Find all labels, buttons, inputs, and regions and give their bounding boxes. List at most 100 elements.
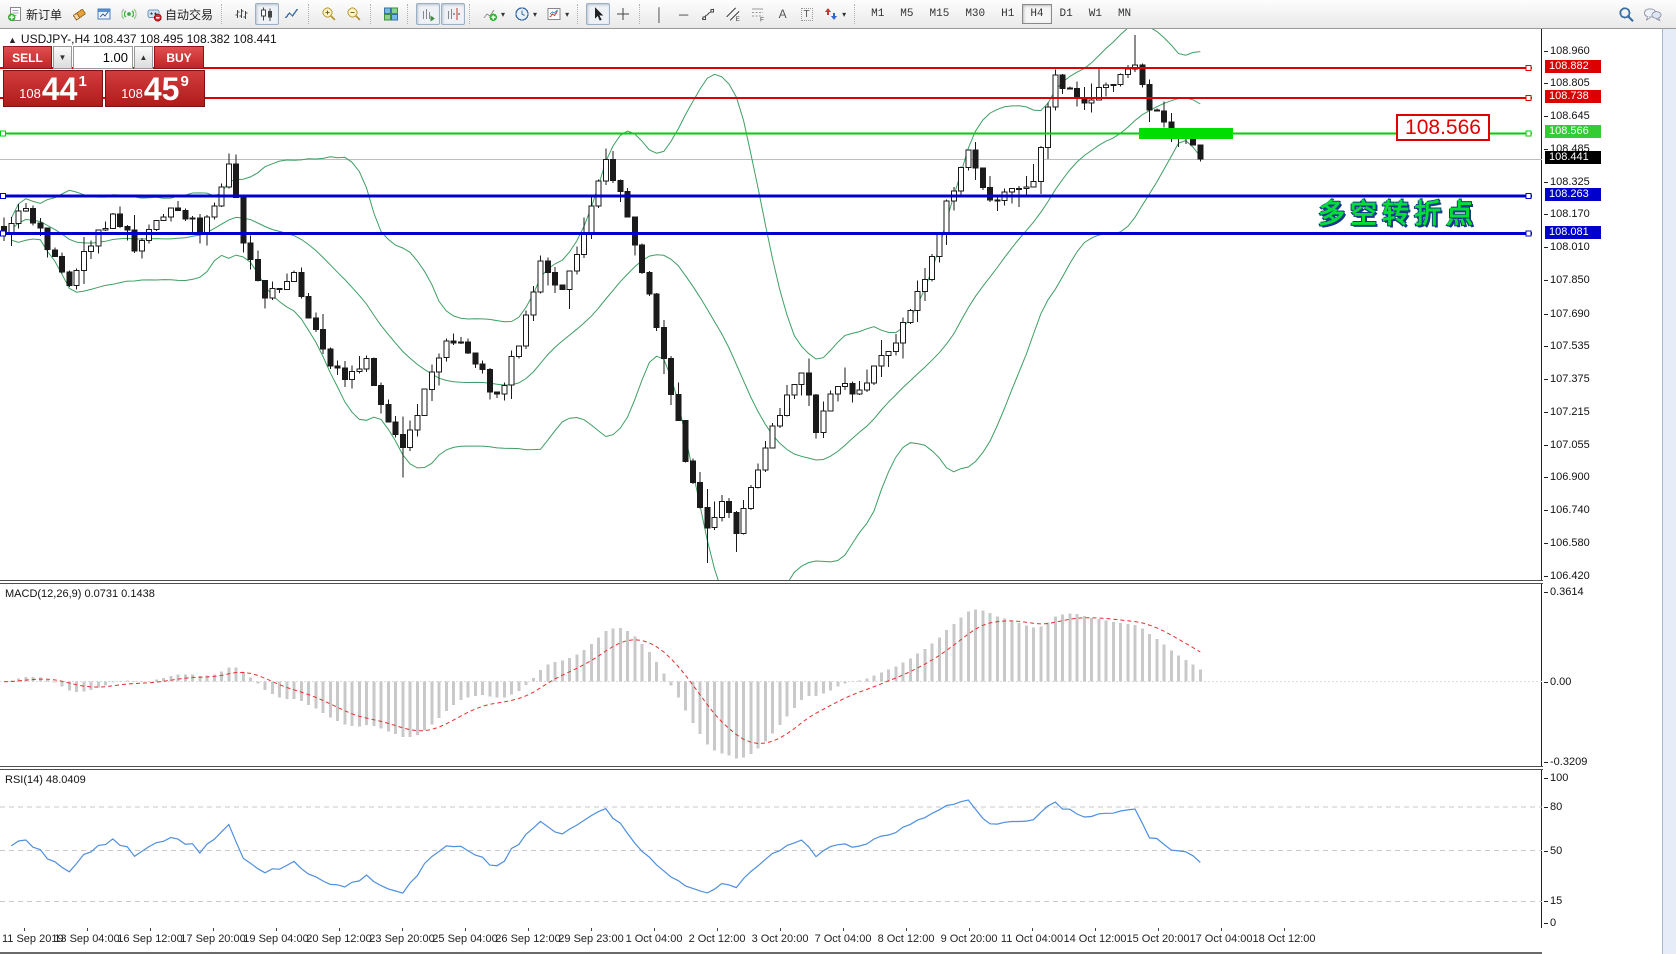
zoom-out-button[interactable] (342, 3, 366, 25)
fibonacci-icon: F (750, 6, 766, 22)
fibonacci-button[interactable]: F (746, 3, 770, 25)
chart-window-button[interactable] (92, 3, 116, 25)
crosshair-button[interactable] (611, 3, 635, 25)
panel-separator[interactable] (0, 580, 1676, 584)
price-badge: 108.882 (1545, 60, 1601, 74)
time-tick (213, 928, 214, 931)
time-axis[interactable]: 11 Sep 2019 13 Sep 04:00 16 Sep 12:00 17 Se… (0, 928, 1542, 954)
candlestick-button[interactable] (255, 3, 280, 25)
auto-scroll-button[interactable] (416, 3, 441, 25)
signals-button[interactable] (117, 3, 141, 25)
sell-price-big: 44 (41, 71, 78, 108)
text-button[interactable]: A (771, 3, 794, 25)
tile-windows-button[interactable] (379, 3, 403, 25)
cursor-button[interactable] (586, 3, 611, 25)
sell-button[interactable]: SELL (3, 46, 52, 69)
horizontal-line-icon: ─ (678, 6, 689, 22)
time-label: 23 Sep 20:00 (369, 933, 435, 945)
rsi-tick-label: 80 (1543, 801, 1563, 813)
toolbar-separator (308, 4, 313, 24)
rsi-label: RSI(14) 48.0409 (5, 774, 86, 786)
collapse-arrow-icon[interactable]: ▲ (8, 35, 17, 45)
price-tick-label: 106.900 (1544, 470, 1590, 483)
time-label: 15 Oct 20:00 (1126, 933, 1190, 945)
price-axis[interactable]: 108.960 108.805 108.645 108.485 108.325 108.1… (1543, 28, 1662, 954)
zoom-in-icon (321, 6, 337, 22)
buy-price-display[interactable]: 108 45 9 (105, 70, 205, 107)
new-order-label: 新订单 (26, 7, 63, 22)
main-chart-canvas[interactable] (0, 29, 1542, 580)
rsi-panel[interactable]: RSI(14) 48.0409 (0, 770, 1542, 928)
chart-shift-button[interactable] (441, 3, 466, 25)
time-label: 9 Oct 20:00 (940, 933, 998, 945)
price-tick-label: 108.010 (1544, 241, 1590, 254)
timeframe-h4[interactable]: H4 (1022, 4, 1052, 24)
macd-panel[interactable]: MACD(12,26,9) 0.0731 0.1438 (0, 584, 1542, 766)
sell-price-prefix: 108 (19, 86, 41, 101)
volume-input[interactable] (73, 46, 133, 69)
chat-icon[interactable] (1643, 6, 1663, 23)
price-badge: 108.738 (1545, 89, 1601, 103)
timeframe-w1[interactable]: W1 (1088, 8, 1102, 20)
new-order-button[interactable]: 新订单 (3, 3, 66, 25)
volume-decrease-button[interactable]: ▼ (53, 46, 72, 69)
trendline-button[interactable] (696, 3, 720, 25)
auto-trading-label: 自动交易 (165, 7, 214, 22)
zoom-in-button[interactable] (317, 3, 341, 25)
eraser-button[interactable] (67, 3, 91, 25)
rsi-canvas[interactable] (0, 770, 1542, 928)
toolbar-separator (370, 4, 375, 24)
turning-point-annotation[interactable]: 多空转折点 (1318, 199, 1478, 229)
window-edge-strip (1662, 28, 1676, 954)
timeframe-m5[interactable]: M5 (900, 8, 914, 20)
search-icon[interactable] (1618, 6, 1635, 23)
toolbar-separator (221, 4, 226, 24)
text-label-button[interactable]: T (795, 3, 818, 25)
time-tick (780, 928, 781, 931)
line-chart-button[interactable] (280, 3, 304, 25)
timeframe-m15[interactable]: M15 (929, 8, 950, 20)
buy-price-sup: 9 (180, 73, 189, 90)
price-badge: 108.441 (1545, 151, 1601, 165)
main-chart[interactable] (0, 29, 1542, 580)
buy-button[interactable]: BUY (154, 46, 204, 69)
line-chart-icon (284, 6, 300, 22)
indicators-icon (482, 6, 498, 22)
periods-button[interactable]: ▾ (510, 3, 541, 25)
time-tick (1095, 928, 1096, 931)
buy-price-big: 45 (143, 71, 180, 108)
macd-tick-label: 0.00 (1543, 675, 1572, 688)
toolbar-separator (469, 4, 474, 24)
timeframe-m1[interactable]: M1 (871, 8, 885, 20)
macd-canvas[interactable] (0, 584, 1542, 766)
auto-scroll-icon (420, 6, 436, 22)
timeframe-d1[interactable]: D1 (1059, 8, 1073, 20)
time-tick (969, 928, 970, 931)
chevron-down-icon: ▾ (565, 9, 570, 19)
time-label: 17 Oct 04:00 (1189, 933, 1253, 945)
time-tick (1284, 928, 1285, 931)
timeframe-h1[interactable]: H1 (1001, 8, 1015, 20)
toolbar-separator (577, 4, 582, 24)
timeframe-mn[interactable]: MN (1117, 8, 1132, 20)
time-label: 17 Sep 20:00 (180, 933, 246, 945)
chart-shift-icon (445, 6, 461, 22)
arrows-button[interactable]: ▾ (819, 3, 850, 25)
rsi-tick-label: 50 (1543, 844, 1563, 857)
price-level-flag[interactable]: 108.566 (1396, 114, 1490, 141)
panel-separator[interactable] (0, 766, 1676, 770)
volume-increase-button[interactable]: ▲ (134, 46, 153, 69)
sell-price-display[interactable]: 108 44 1 (3, 70, 103, 107)
vertical-line-button[interactable]: │ (648, 3, 671, 25)
toolbar-separator (854, 4, 859, 24)
templates-button[interactable]: ▾ (542, 3, 573, 25)
timeframe-m30[interactable]: M30 (965, 8, 986, 20)
tile-windows-icon (383, 6, 399, 22)
auto-trading-button[interactable]: 自动交易 (142, 3, 217, 25)
channel-button[interactable]: E (721, 3, 745, 25)
indicators-button[interactable]: ▾ (478, 3, 509, 25)
bar-chart-button[interactable] (230, 3, 254, 25)
horizontal-line-button[interactable]: ─ (672, 3, 695, 25)
rsi-tick-label: 15 (1543, 895, 1563, 908)
